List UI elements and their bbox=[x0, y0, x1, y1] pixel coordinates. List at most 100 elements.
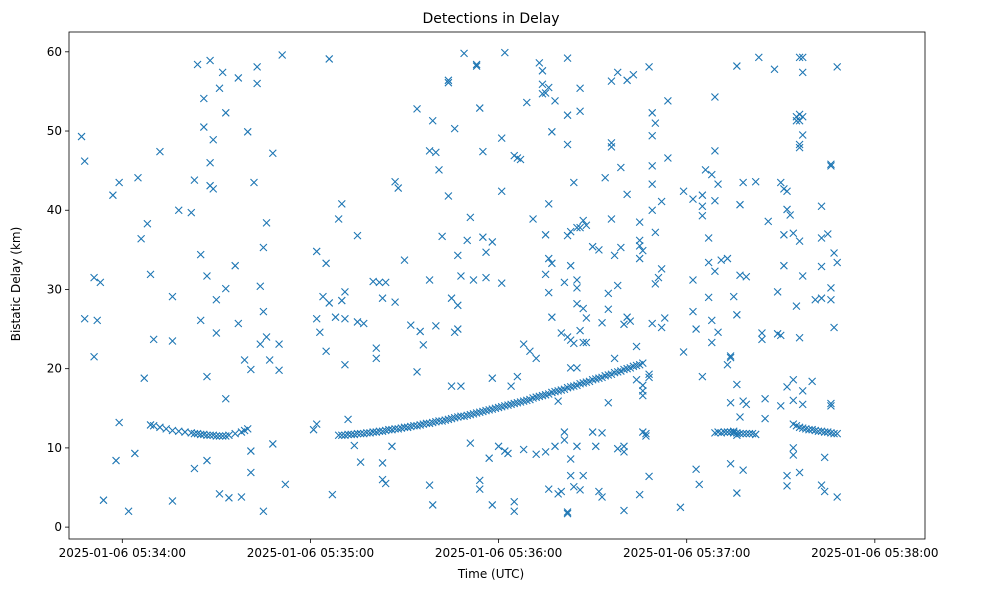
detection-marker bbox=[560, 436, 569, 444]
detection-marker bbox=[384, 425, 393, 434]
detection-marker bbox=[425, 276, 434, 284]
detection-marker bbox=[391, 177, 399, 186]
detection-marker bbox=[635, 254, 644, 263]
detection-marker bbox=[472, 60, 481, 69]
detection-marker bbox=[196, 430, 205, 439]
detection-marker bbox=[811, 295, 820, 304]
detection-marker bbox=[620, 442, 628, 451]
detection-marker bbox=[620, 506, 628, 515]
detection-marker bbox=[635, 490, 644, 499]
detection-marker bbox=[613, 444, 622, 453]
detection-marker bbox=[635, 242, 644, 250]
detection-marker bbox=[607, 215, 616, 223]
detection-marker bbox=[359, 319, 368, 328]
detection-marker bbox=[341, 360, 349, 369]
detection-marker bbox=[573, 442, 581, 451]
detection-marker bbox=[588, 242, 597, 251]
detection-marker bbox=[149, 421, 158, 430]
x-tick-label: 2025-01-06 05:35:00 bbox=[247, 546, 374, 560]
detection-marker bbox=[231, 429, 240, 438]
detection-marker bbox=[795, 116, 804, 125]
detection-marker bbox=[739, 466, 748, 474]
detection-marker bbox=[820, 487, 829, 496]
detection-marker bbox=[369, 428, 378, 436]
detection-marker bbox=[240, 356, 249, 364]
detection-marker bbox=[745, 429, 754, 438]
detection-marker bbox=[663, 97, 672, 105]
detection-marker bbox=[221, 394, 230, 403]
detection-marker bbox=[554, 397, 563, 406]
detection-marker bbox=[704, 234, 713, 242]
detection-marker bbox=[212, 432, 221, 440]
detection-marker bbox=[419, 341, 428, 349]
detection-marker bbox=[817, 481, 826, 490]
detection-marker bbox=[193, 60, 202, 69]
detection-marker bbox=[93, 316, 102, 325]
detection-marker bbox=[203, 456, 211, 465]
detection-marker bbox=[466, 213, 475, 222]
detection-marker bbox=[645, 373, 653, 382]
detection-marker bbox=[174, 206, 183, 215]
x-axis-label: Time (UTC) bbox=[457, 567, 524, 581]
detection-marker bbox=[795, 140, 804, 149]
detection-marker bbox=[375, 427, 384, 436]
detection-marker bbox=[604, 289, 613, 298]
detection-marker bbox=[613, 68, 622, 77]
detection-marker bbox=[544, 485, 553, 493]
detection-marker bbox=[588, 428, 597, 436]
detection-marker bbox=[488, 501, 497, 509]
detection-marker bbox=[256, 282, 265, 291]
detection-marker bbox=[243, 424, 252, 433]
detection-marker bbox=[325, 299, 334, 307]
detection-marker bbox=[475, 485, 484, 493]
detection-marker bbox=[798, 400, 807, 409]
detection-marker bbox=[629, 70, 638, 79]
detection-marker bbox=[196, 316, 205, 325]
detection-marker bbox=[168, 337, 177, 345]
detection-marker bbox=[322, 347, 331, 356]
detection-marker bbox=[109, 191, 117, 200]
detection-marker bbox=[632, 375, 641, 384]
detection-marker bbox=[199, 123, 208, 131]
detection-marker bbox=[648, 161, 657, 170]
detection-marker bbox=[739, 429, 748, 438]
detection-marker bbox=[827, 402, 835, 410]
detection-marker bbox=[450, 124, 459, 133]
detection-marker bbox=[557, 329, 566, 337]
detection-marker bbox=[435, 417, 443, 425]
detection-marker bbox=[698, 211, 707, 220]
detection-marker bbox=[253, 62, 262, 71]
detection-marker bbox=[203, 431, 211, 440]
detection-marker bbox=[830, 323, 838, 332]
detection-marker bbox=[789, 229, 798, 238]
detection-marker bbox=[714, 328, 722, 337]
detection-marker bbox=[134, 173, 142, 182]
detection-marker bbox=[463, 236, 472, 245]
detection-marker bbox=[259, 307, 268, 316]
detection-marker bbox=[610, 354, 619, 363]
detection-marker bbox=[431, 322, 440, 330]
detection-marker bbox=[573, 223, 581, 232]
detection-marker bbox=[736, 413, 744, 421]
detection-marker bbox=[789, 375, 798, 384]
detection-marker bbox=[215, 84, 224, 93]
detection-marker bbox=[598, 318, 606, 327]
detection-marker bbox=[203, 272, 211, 280]
detection-marker bbox=[616, 163, 625, 172]
detection-marker bbox=[519, 340, 528, 349]
detection-marker bbox=[732, 380, 741, 389]
detection-marker bbox=[337, 431, 346, 440]
detection-marker bbox=[309, 425, 318, 434]
detection-marker bbox=[833, 429, 842, 438]
detection-marker bbox=[187, 208, 196, 217]
detection-marker bbox=[576, 326, 584, 335]
detection-marker bbox=[466, 439, 475, 448]
detection-marker bbox=[827, 295, 835, 304]
plot-area: 2025-01-06 05:34:00 2025-01-06 05:35:00 20… bbox=[47, 31, 939, 560]
detection-marker bbox=[215, 432, 224, 440]
y-tick-label: 40 bbox=[47, 203, 62, 217]
detection-marker bbox=[221, 284, 230, 293]
detection-marker bbox=[246, 447, 255, 455]
detection-marker bbox=[732, 310, 741, 319]
